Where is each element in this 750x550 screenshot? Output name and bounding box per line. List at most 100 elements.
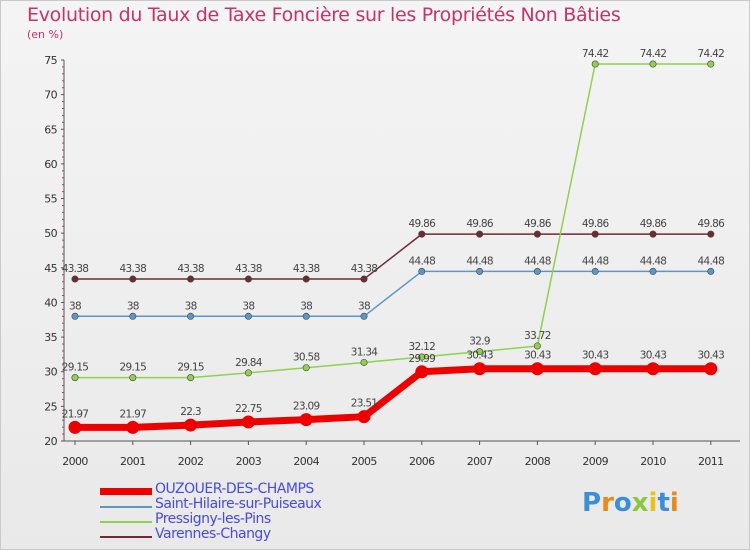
data-point: [418, 353, 426, 361]
data-point: [187, 374, 195, 382]
data-point: [704, 362, 718, 376]
x-tick-label: 2007: [467, 455, 493, 468]
data-label: 43.38: [177, 263, 204, 275]
y-tick-label: 60: [44, 158, 57, 171]
data-point: [476, 348, 484, 356]
data-label: 49.86: [466, 218, 494, 230]
data-point: [533, 267, 541, 275]
data-label: 23.09: [293, 401, 320, 413]
data-label: 44.48: [698, 255, 725, 267]
data-point: [71, 275, 79, 283]
data-point: [129, 312, 137, 320]
data-label: 32.12: [409, 341, 436, 353]
data-label: 23.51: [351, 398, 378, 410]
data-point: [302, 364, 310, 372]
data-point: [241, 415, 255, 429]
y-tick-label: 20: [44, 435, 57, 448]
data-label: 30.43: [640, 350, 667, 362]
data-label: 30.58: [293, 352, 320, 364]
x-tick-label: 2002: [178, 455, 204, 468]
data-label: 74.42: [698, 48, 725, 60]
chart-title: Evolution du Taux de Taxe Foncière sur l…: [27, 4, 621, 26]
data-point: [126, 420, 140, 434]
y-tick-label: 40: [44, 296, 57, 309]
data-point: [71, 374, 79, 382]
y-tick-label: 70: [44, 89, 57, 102]
y-tick-label: 55: [44, 193, 57, 206]
logo-letter: r: [601, 488, 614, 518]
data-label: 22.3: [180, 406, 201, 418]
data-label: 38: [358, 300, 370, 312]
data-point: [302, 312, 310, 320]
data-point: [244, 275, 252, 283]
series-line: [75, 63, 711, 379]
data-label: 29.84: [235, 357, 263, 369]
data-label: 74.42: [640, 48, 667, 60]
data-point: [302, 275, 310, 283]
data-label: 49.86: [640, 218, 668, 230]
data-label: 49.86: [582, 218, 610, 230]
data-label: 44.48: [582, 255, 609, 267]
data-point: [646, 362, 660, 376]
data-label: 43.38: [235, 263, 262, 275]
x-tick-label: 2004: [293, 455, 319, 468]
x-tick-label: 2003: [236, 455, 262, 468]
x-tick-label: 2011: [698, 455, 724, 468]
logo-letter: P: [582, 488, 602, 518]
x-tick-label: 2010: [640, 455, 666, 468]
data-label: 38: [185, 300, 197, 312]
data-point: [418, 267, 426, 275]
data-label: 30.43: [466, 350, 493, 362]
data-label: 43.38: [62, 263, 89, 275]
y-tick-label: 75: [44, 54, 57, 67]
series-line: [75, 365, 711, 431]
y-unit-label: (en %): [27, 28, 64, 41]
logo-letter: i: [648, 488, 658, 518]
proxiti-logo: Proxiti: [582, 488, 679, 518]
data-label: 29.15: [62, 362, 89, 374]
data-point: [649, 267, 657, 275]
legend-swatch: [100, 521, 152, 523]
data-point: [71, 312, 79, 320]
data-label: 21.97: [62, 408, 89, 420]
data-point: [530, 362, 544, 376]
data-label: 21.97: [120, 408, 147, 420]
data-point: [533, 230, 541, 238]
data-label: 43.38: [293, 263, 320, 275]
data-label: 22.75: [235, 403, 262, 415]
data-label: 33.72: [524, 330, 551, 342]
x-tick-label: 2006: [409, 455, 435, 468]
legend-swatch: [100, 488, 152, 495]
legend-swatch: [100, 536, 152, 538]
y-tick-label: 65: [44, 123, 57, 136]
y-tick-label: 25: [44, 400, 57, 413]
y-tick-label: 45: [44, 262, 57, 275]
data-label: 44.48: [409, 255, 436, 267]
data-point: [707, 230, 715, 238]
data-point: [415, 365, 429, 379]
data-point: [360, 275, 368, 283]
data-point: [360, 312, 368, 320]
series-line: [75, 233, 711, 280]
data-label: 49.86: [409, 218, 437, 230]
data-point: [360, 358, 368, 366]
data-label: 43.38: [351, 263, 378, 275]
data-label: 29.99: [409, 353, 436, 365]
data-point: [299, 413, 313, 427]
legend-label: Varennes-Changy: [155, 526, 271, 542]
data-label: 30.43: [698, 350, 725, 362]
data-point: [476, 230, 484, 238]
data-point: [476, 267, 484, 275]
data-label: 29.15: [120, 362, 147, 374]
data-point: [187, 275, 195, 283]
x-tick-label: 2005: [351, 455, 377, 468]
legend-label: Pressigny-les-Pins: [155, 511, 271, 527]
data-point: [129, 275, 137, 283]
data-label: 43.38: [120, 263, 147, 275]
data-label: 49.86: [698, 218, 726, 230]
series-line: [75, 270, 711, 318]
x-tick-label: 2009: [582, 455, 608, 468]
data-label: 38: [127, 300, 139, 312]
